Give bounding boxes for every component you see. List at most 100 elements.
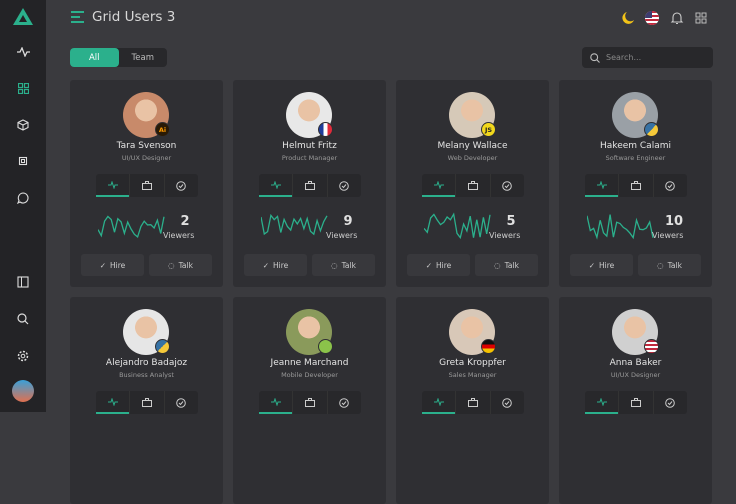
activity-icon <box>596 180 607 189</box>
check-tab[interactable] <box>489 174 524 197</box>
hire-label: Hire <box>273 260 289 270</box>
box-icon[interactable] <box>13 115 33 135</box>
hire-label: Hire <box>599 260 615 270</box>
search-icon <box>590 52 600 63</box>
hire-button[interactable]: ✓ Hire <box>244 254 307 276</box>
briefcase-tab[interactable] <box>129 391 163 414</box>
user-card: JS Melany Wallace Web Developer 5 Viewer… <box>396 80 549 287</box>
user-name: Tara Svenson <box>116 141 177 151</box>
cpu-icon[interactable] <box>13 151 33 171</box>
briefcase-icon <box>630 181 641 190</box>
hire-button[interactable]: ✓ Hire <box>570 254 633 276</box>
activity-tab[interactable] <box>96 391 130 414</box>
activity-tab[interactable] <box>422 391 456 414</box>
talk-label: Talk <box>341 260 356 270</box>
search-placeholder: Search... <box>606 53 642 62</box>
activity-tab[interactable] <box>259 174 293 197</box>
menu-icon[interactable] <box>71 11 84 23</box>
briefcase-icon <box>467 398 478 407</box>
briefcase-icon <box>304 181 315 190</box>
check-tab[interactable] <box>163 174 198 197</box>
activity-tab[interactable] <box>259 391 293 414</box>
bell-icon[interactable] <box>669 10 685 26</box>
talk-label: Talk <box>667 260 682 270</box>
sidebar <box>0 0 46 412</box>
viewers-label: Viewers <box>489 231 521 240</box>
grid-icon[interactable] <box>13 78 33 98</box>
viewers-label: Viewers <box>163 231 195 240</box>
us-flag-icon[interactable] <box>644 10 660 26</box>
logo[interactable] <box>13 8 33 25</box>
check-tab[interactable] <box>326 174 361 197</box>
illustrator-icon: Ai <box>155 122 170 137</box>
talk-button[interactable]: ◌ Talk <box>312 254 375 276</box>
panel-icon[interactable] <box>13 272 33 292</box>
check-circle-icon <box>665 397 676 408</box>
user-name: Anna Baker <box>609 358 662 368</box>
chat-icon: ◌ <box>168 260 175 270</box>
briefcase-tab[interactable] <box>292 391 326 414</box>
talk-label: Talk <box>178 260 193 270</box>
moon-icon[interactable] <box>620 10 636 26</box>
activity-icon <box>107 397 118 406</box>
briefcase-tab[interactable] <box>455 174 489 197</box>
check-tab[interactable] <box>489 391 524 414</box>
check-icon: ✓ <box>99 260 107 270</box>
user-role: Product Manager <box>281 154 338 162</box>
briefcase-tab[interactable] <box>455 391 489 414</box>
tab-team[interactable]: Team <box>131 52 154 63</box>
viewers-sparkline <box>587 214 654 240</box>
apps-grid-icon[interactable] <box>693 10 709 26</box>
check-tab[interactable] <box>163 391 198 414</box>
talk-button[interactable]: ◌ Talk <box>475 254 538 276</box>
viewers-sparkline <box>424 212 491 240</box>
activity-icon <box>433 397 444 406</box>
user-card: Jeanne Marchand Mobile Developer <box>233 297 386 504</box>
user-name: Alejandro Badajoz <box>105 358 188 368</box>
activity-icon <box>596 397 607 406</box>
briefcase-tab[interactable] <box>129 174 163 197</box>
check-circle-icon <box>502 180 513 191</box>
talk-button[interactable]: ◌ Talk <box>149 254 212 276</box>
user-avatar[interactable] <box>12 380 34 402</box>
check-tab[interactable] <box>326 391 361 414</box>
activity-icon[interactable] <box>13 42 33 62</box>
hire-button[interactable]: ✓ Hire <box>81 254 144 276</box>
briefcase-tab[interactable] <box>618 391 652 414</box>
hire-button[interactable]: ✓ Hire <box>407 254 470 276</box>
activity-tab[interactable] <box>585 174 619 197</box>
check-tab[interactable] <box>652 174 687 197</box>
activity-tab[interactable] <box>96 174 130 197</box>
viewers-count: 5 <box>506 214 516 229</box>
briefcase-icon <box>141 181 152 190</box>
activity-tab[interactable] <box>585 391 619 414</box>
activity-tab[interactable] <box>422 174 456 197</box>
user-name: Hakeem Calami <box>600 141 671 151</box>
viewers-count: 2 <box>180 214 190 229</box>
user-card: Hakeem Calami Software Engineer 10 Viewe… <box>559 80 712 287</box>
briefcase-tab[interactable] <box>618 174 652 197</box>
tab-all[interactable]: All <box>70 48 119 67</box>
activity-icon <box>270 397 281 406</box>
settings-icon[interactable] <box>13 346 33 366</box>
hire-label: Hire <box>436 260 452 270</box>
hire-label: Hire <box>110 260 126 270</box>
user-name: Helmut Fritz <box>282 141 337 151</box>
user-card: Helmut Fritz Product Manager 9 Viewers ✓… <box>233 80 386 287</box>
france-flag-icon <box>318 122 333 137</box>
python-icon <box>644 122 659 137</box>
user-role: Web Developer <box>447 154 498 162</box>
android-icon <box>318 339 333 354</box>
talk-button[interactable]: ◌ Talk <box>638 254 701 276</box>
check-tab[interactable] <box>652 391 687 414</box>
activity-icon <box>433 180 444 189</box>
chat-icon[interactable] <box>13 188 33 208</box>
viewers-count: 9 <box>343 214 353 229</box>
user-name: Greta Kroppfer <box>439 358 506 368</box>
card-tabs <box>422 174 524 197</box>
search-icon[interactable] <box>13 309 33 329</box>
briefcase-tab[interactable] <box>292 174 326 197</box>
search-input[interactable]: Search... <box>582 47 713 68</box>
user-role: Software Engineer <box>605 154 666 162</box>
user-card: Ai Tara Svenson UI/UX Designer 2 Viewers… <box>70 80 223 287</box>
